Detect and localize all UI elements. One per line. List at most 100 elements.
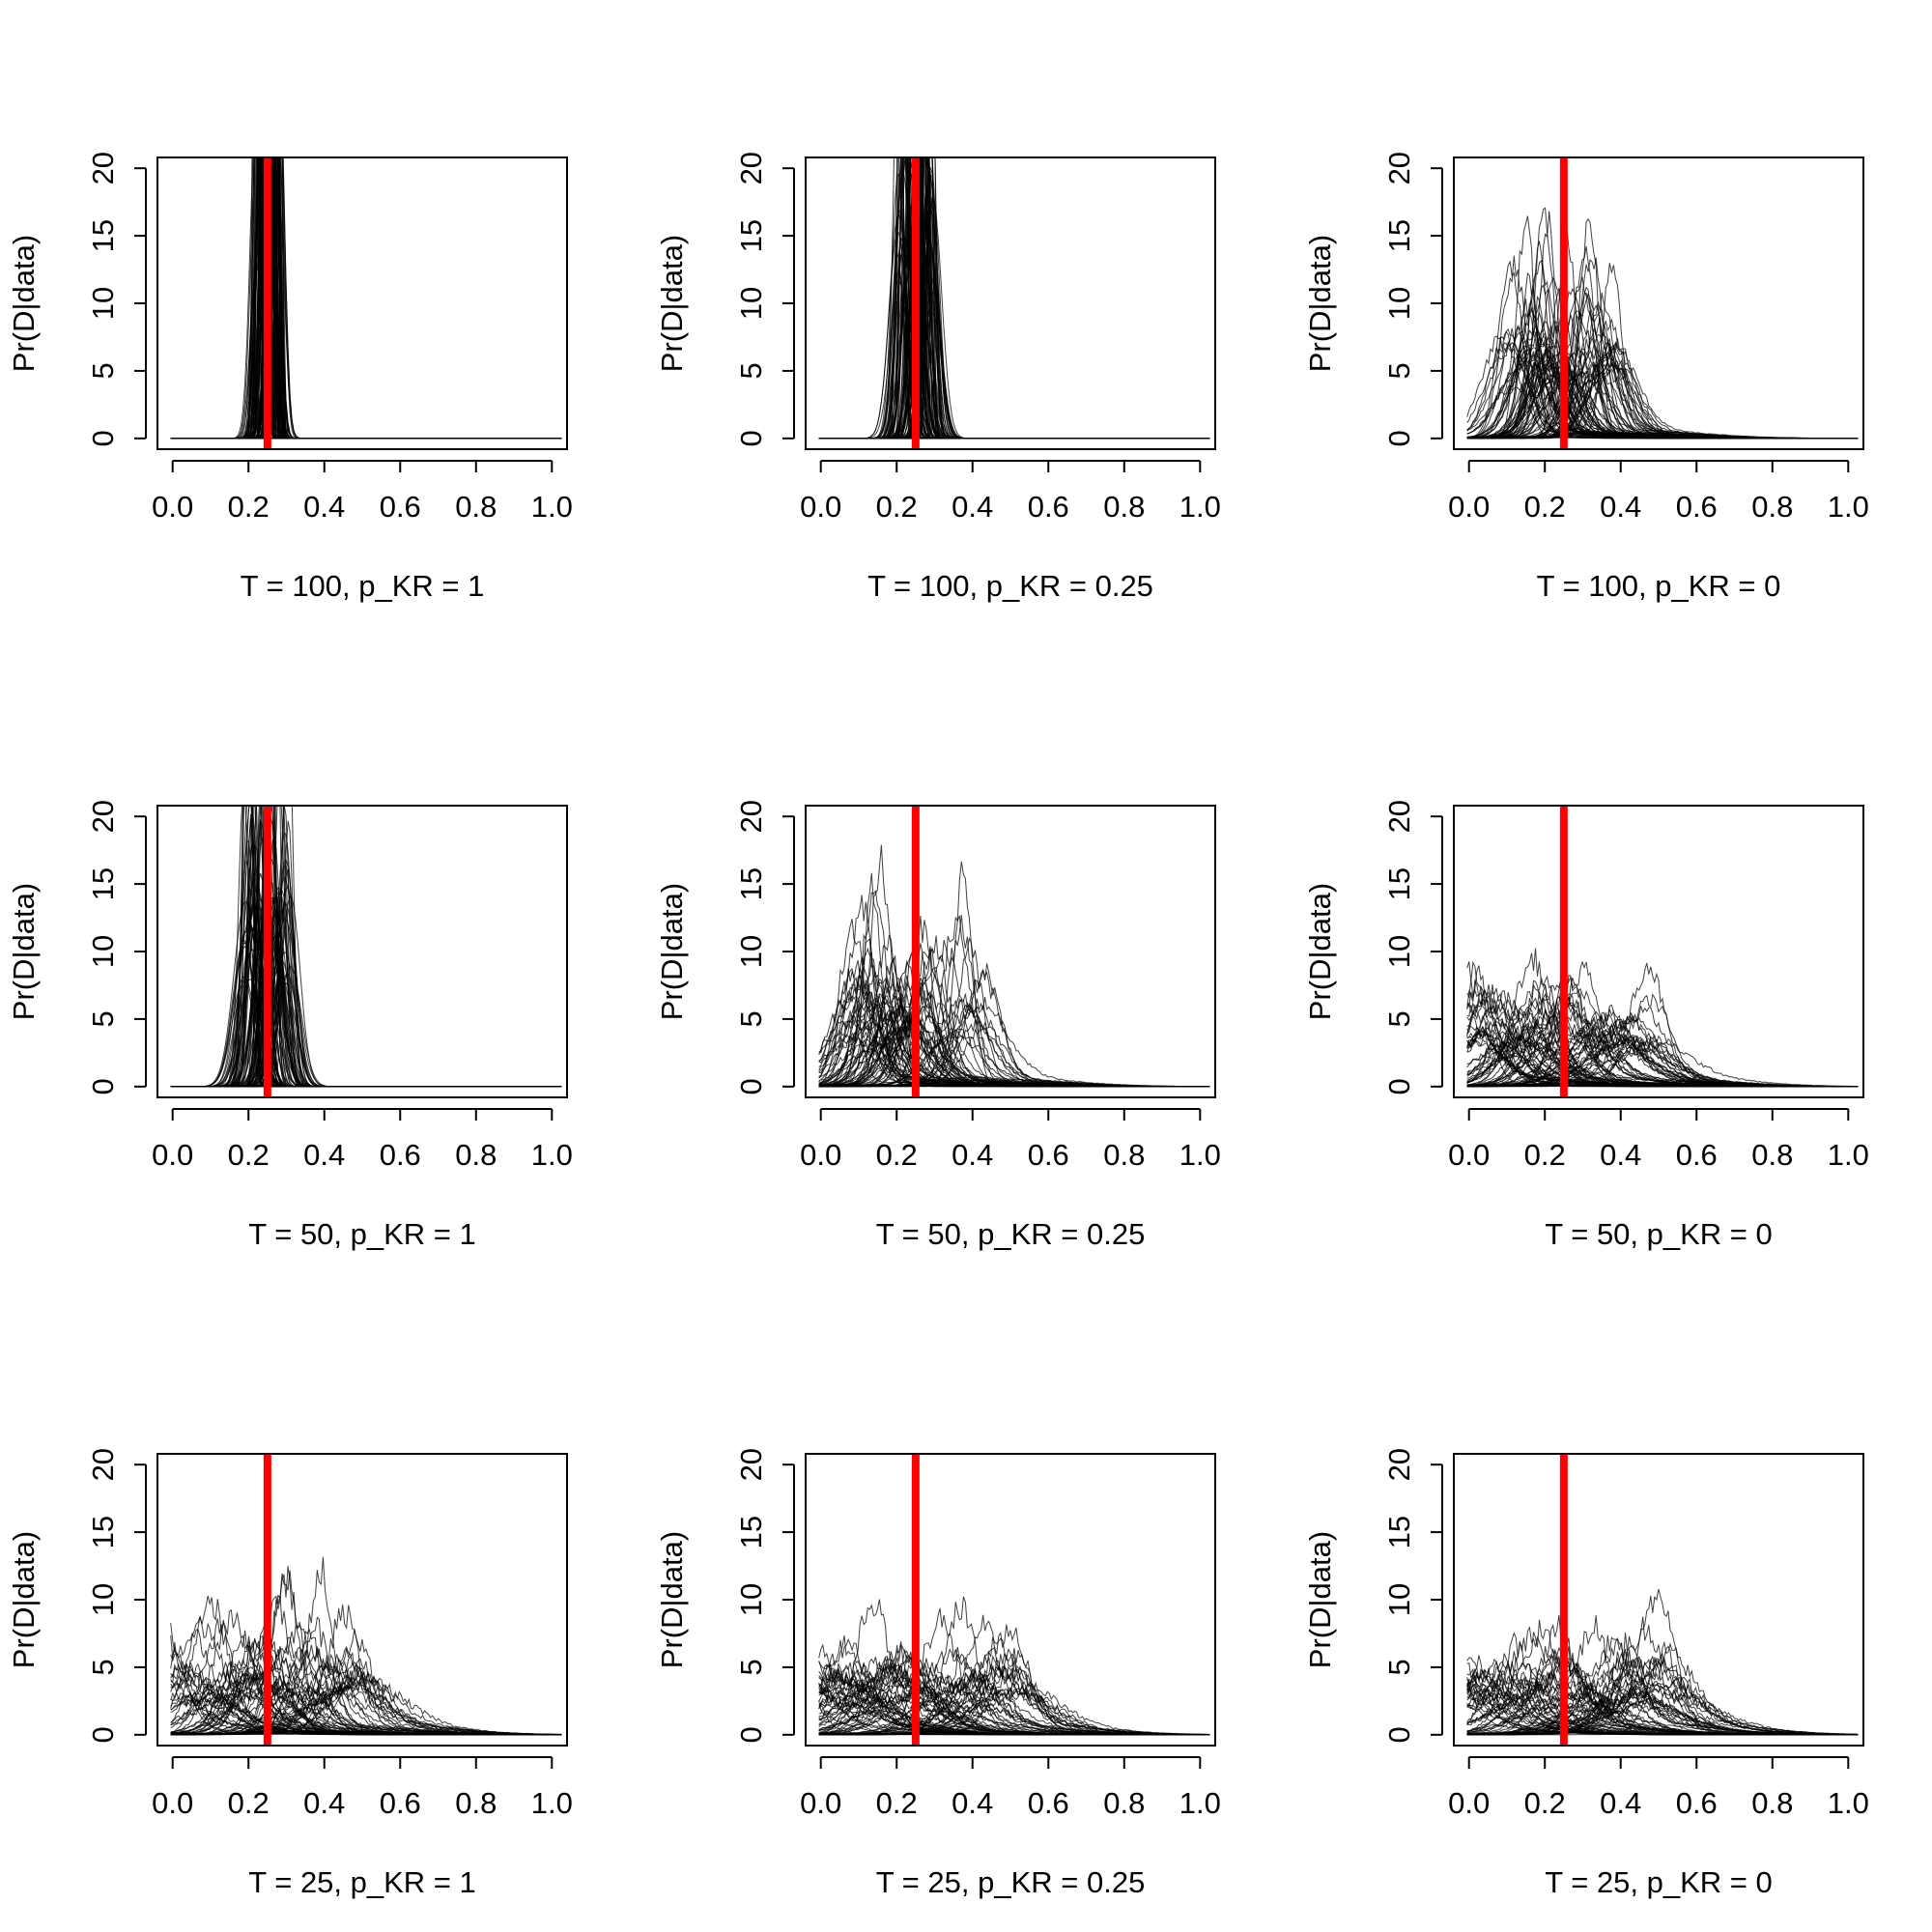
y-tick-label: 5: [734, 1659, 768, 1675]
density-curves: [1466, 1588, 1859, 1736]
density-curve: [170, 170, 562, 440]
density-curves: [170, 1556, 562, 1736]
x-tick-label: 1.0: [1828, 490, 1869, 524]
x-tick-label: 0.4: [1600, 490, 1641, 524]
density-curves: [170, 806, 562, 1088]
density-curve: [818, 157, 1210, 440]
density-curve: [170, 157, 562, 440]
x-tick-label: 0.4: [1600, 1786, 1641, 1820]
plot-frame: [1453, 1453, 1864, 1747]
x-tick-label: 0.6: [1028, 1138, 1069, 1172]
plot-frame: [156, 805, 568, 1098]
panel-2: 0.0 0.2 0.4 0.6 0.8 1.0 0 5 10 15 20 Pr(D|data) T = …: [655, 152, 1221, 603]
y-tick-label: 20: [734, 800, 768, 833]
density-curve: [818, 157, 1210, 440]
y-axis: 0 5 10 15 20: [734, 1448, 795, 1743]
x-tick-label: 1.0: [531, 1786, 573, 1820]
density-curve: [818, 157, 1210, 440]
density-curve: [170, 157, 562, 440]
density-curve: [818, 157, 1210, 440]
density-curve: [170, 157, 562, 440]
density-curve: [818, 157, 1210, 440]
density-curve: [170, 157, 562, 440]
density-curve: [170, 157, 562, 440]
x-tick-label: 1.0: [1179, 1786, 1221, 1820]
density-curve: [818, 186, 1210, 440]
density-curve: [170, 157, 562, 440]
y-axis-label: Pr(D|data): [655, 883, 689, 1020]
density-curve: [170, 157, 562, 440]
density-curve: [170, 838, 562, 1088]
density-curve: [1466, 1658, 1859, 1736]
x-tick-label: 0.6: [380, 1138, 421, 1172]
density-curve: [818, 160, 1210, 440]
panel-1: 0.0 0.2 0.4 0.6 0.8 1.0 0 5 10 15 20 Pr(D|data) T = …: [7, 152, 573, 603]
density-curve: [818, 157, 1210, 440]
density-curve: [818, 213, 1210, 440]
y-tick-label: 20: [1382, 152, 1416, 185]
density-curve: [818, 170, 1210, 440]
y-axis: 0 5 10 15 20: [86, 152, 147, 446]
density-curve: [818, 241, 1210, 440]
density-curve: [818, 157, 1210, 440]
density-curve: [170, 157, 562, 440]
panel-9: 0.0 0.2 0.4 0.6 0.8 1.0 0 5 10 15 20 Pr(D|data) T = …: [1303, 1448, 1869, 1899]
density-curve: [170, 170, 562, 440]
panel-title: T = 100, p_KR = 0: [1537, 569, 1781, 603]
density-curve: [818, 157, 1210, 440]
y-tick-label: 20: [1382, 1448, 1416, 1481]
x-axis: 0.0 0.2 0.4 0.6 0.8 1.0: [152, 460, 573, 524]
density-curve: [170, 157, 562, 440]
density-curve: [818, 157, 1210, 440]
density-curve: [818, 157, 1210, 440]
density-curve: [170, 919, 562, 1088]
y-axis: 0 5 10 15 20: [734, 152, 795, 446]
y-tick-label: 20: [1382, 800, 1416, 833]
x-tick-label: 1.0: [1828, 1138, 1869, 1172]
x-tick-label: 0.2: [228, 1786, 270, 1820]
density-curve: [170, 157, 562, 440]
density-curve: [818, 157, 1210, 440]
density-curve: [818, 275, 1210, 440]
density-curve: [818, 1008, 1210, 1088]
y-tick-label: 5: [86, 1659, 120, 1675]
density-curve: [818, 238, 1210, 440]
density-curve: [818, 267, 1210, 440]
density-curve: [170, 887, 562, 1088]
density-curve: [170, 157, 562, 440]
density-curve: [818, 157, 1210, 440]
density-curve: [818, 264, 1210, 440]
density-curve: [818, 234, 1210, 440]
density-curve: [818, 281, 1210, 440]
y-tick-label: 10: [86, 1583, 120, 1616]
density-curve: [818, 157, 1210, 440]
y-tick-label: 10: [86, 935, 120, 968]
density-curve: [818, 292, 1210, 440]
density-curve: [170, 157, 562, 440]
density-curve: [818, 157, 1210, 440]
density-curve: [170, 885, 562, 1088]
y-tick-label: 20: [86, 152, 120, 185]
density-curve: [818, 157, 1210, 440]
density-curve: [1466, 301, 1859, 440]
density-curve: [170, 158, 562, 440]
density-curve: [170, 157, 562, 440]
y-tick-label: 5: [86, 1010, 120, 1027]
density-curve: [818, 157, 1210, 440]
y-tick-label: 15: [86, 219, 120, 252]
density-curve: [170, 935, 562, 1088]
density-curve: [1466, 1653, 1859, 1736]
y-tick-label: 0: [86, 1726, 120, 1743]
density-curve: [170, 157, 562, 440]
x-tick-label: 0.4: [952, 490, 993, 524]
x-tick-label: 0.4: [952, 1786, 993, 1820]
density-curve: [170, 157, 562, 440]
density-curve: [170, 157, 562, 440]
y-tick-label: 0: [734, 430, 768, 446]
density-curve: [1466, 1015, 1859, 1088]
x-tick-label: 0.0: [152, 1786, 193, 1820]
density-curve: [170, 157, 562, 440]
density-curve: [170, 157, 562, 440]
density-curve: [170, 896, 562, 1088]
